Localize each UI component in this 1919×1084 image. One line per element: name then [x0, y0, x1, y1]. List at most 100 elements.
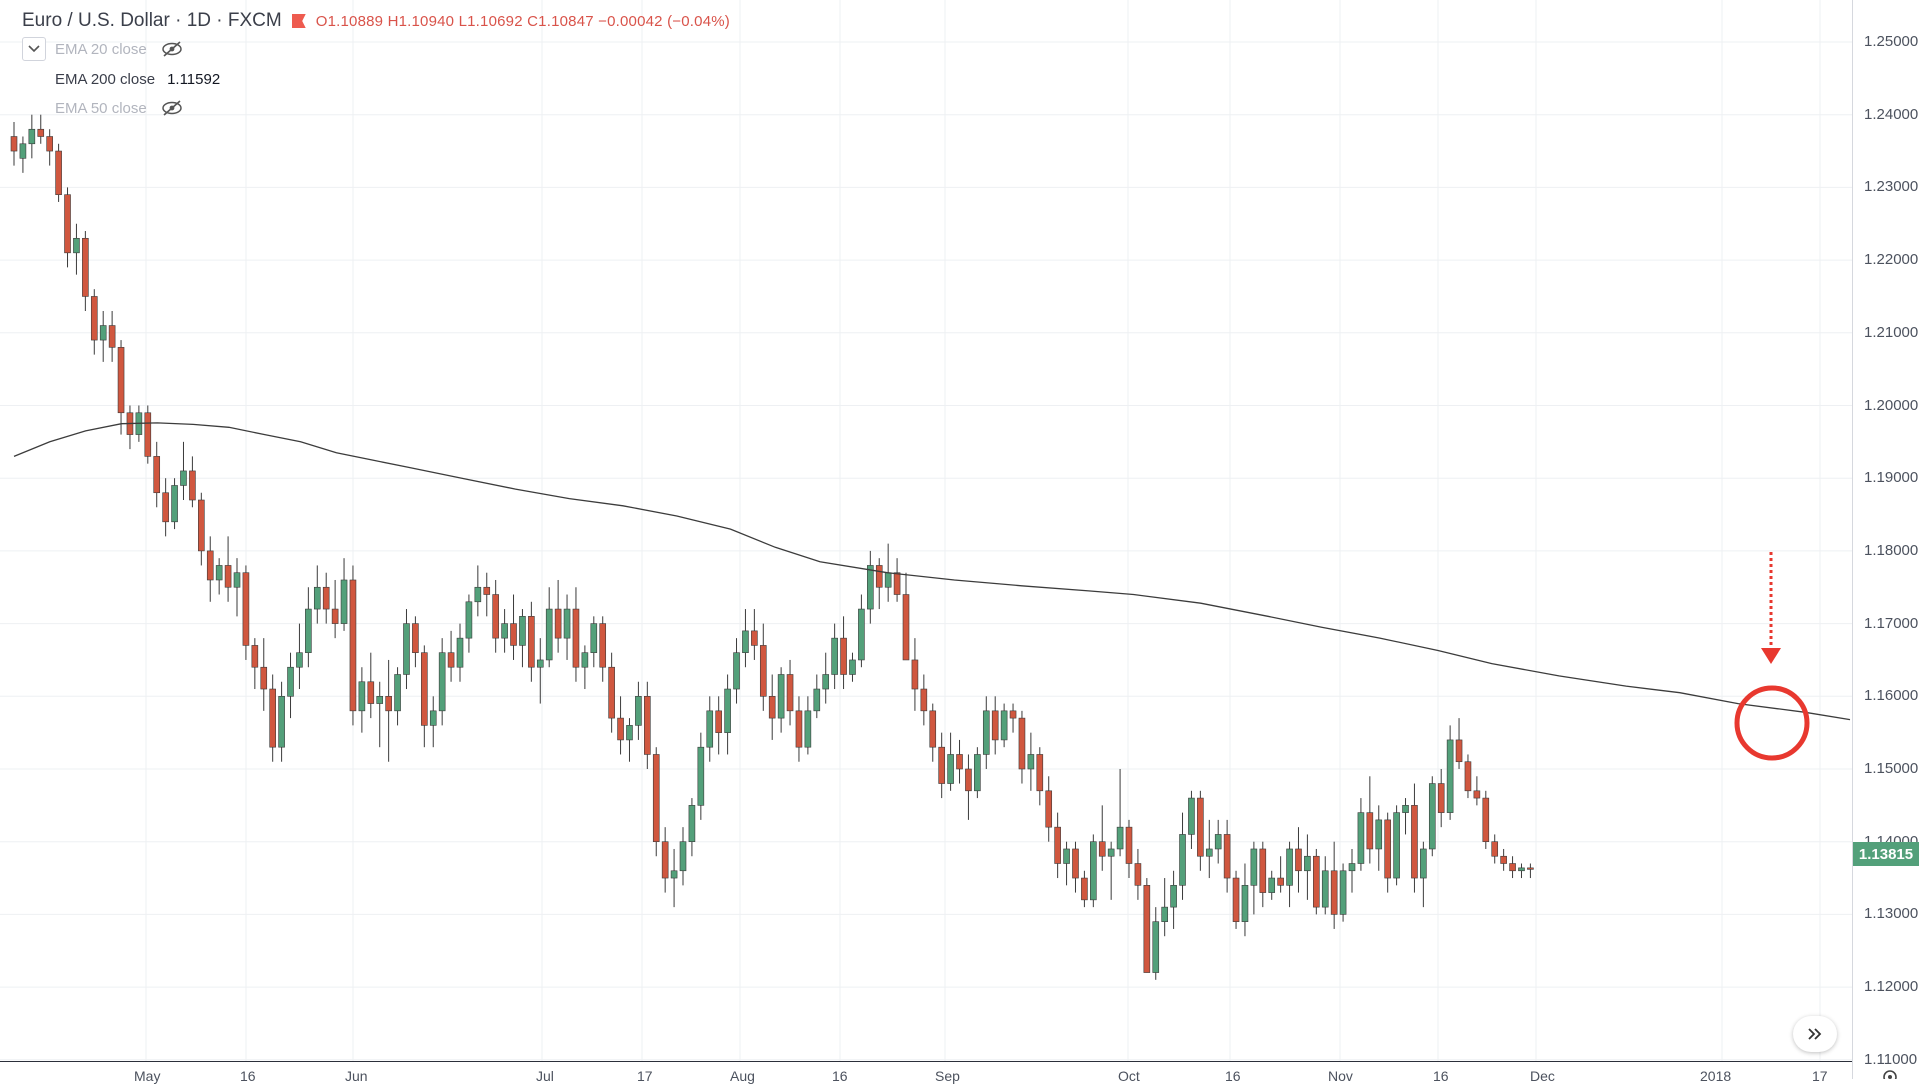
- candle: [1090, 834, 1097, 908]
- candle: [635, 681, 642, 740]
- candle: [1116, 769, 1124, 857]
- candle-body: [679, 841, 687, 872]
- candle-body: [322, 586, 330, 610]
- last-price-label: 1.13815: [1853, 842, 1919, 866]
- time-axis-label: Sep: [935, 1068, 960, 1084]
- candle-body: [108, 325, 116, 348]
- candle: [626, 718, 633, 762]
- candle-body: [1205, 848, 1213, 857]
- candle: [1232, 870, 1240, 929]
- candle: [652, 747, 660, 857]
- candle: [1250, 841, 1258, 915]
- candle: [73, 223, 80, 275]
- candle: [1277, 856, 1284, 893]
- candle-body: [1313, 855, 1320, 908]
- symbol-title[interactable]: Euro / U.S. Dollar · 1D · FXCM: [22, 10, 282, 31]
- candle-body: [465, 601, 473, 639]
- candle: [822, 652, 830, 704]
- price-axis-label: 1.23000: [1864, 178, 1919, 196]
- candle: [1295, 827, 1302, 893]
- candle-body: [875, 565, 883, 588]
- candle: [1241, 863, 1249, 937]
- candle: [661, 827, 669, 893]
- price-axis-label: 1.21000: [1864, 323, 1919, 341]
- indicator-name: EMA 50 close: [55, 99, 147, 117]
- candle: [742, 609, 749, 668]
- gear-icon[interactable]: [1881, 1068, 1899, 1079]
- candle-body: [90, 296, 98, 341]
- candle-body: [974, 754, 981, 792]
- candle: [1339, 863, 1347, 922]
- candle: [581, 645, 589, 690]
- indicator-ema20[interactable]: EMA 20 close: [22, 37, 183, 61]
- candle: [1179, 812, 1186, 900]
- candle-body: [180, 470, 187, 486]
- candle: [340, 558, 348, 631]
- indicator-ema200[interactable]: EMA 200 close 1.11592: [22, 67, 220, 91]
- eye-hidden-icon[interactable]: [161, 41, 183, 57]
- candle-body: [1107, 848, 1115, 857]
- candle-body: [991, 710, 999, 741]
- candle-body: [287, 666, 294, 697]
- candle: [974, 747, 981, 799]
- candle: [1527, 863, 1534, 879]
- candle: [64, 187, 71, 268]
- candle: [563, 594, 571, 660]
- candle: [929, 703, 937, 762]
- candle-body: [340, 579, 348, 624]
- candle-body: [1232, 877, 1240, 922]
- candle-body: [768, 695, 776, 719]
- annotation-circle: [1734, 685, 1810, 761]
- candle: [465, 594, 473, 653]
- candle: [1482, 790, 1490, 849]
- candle-body: [982, 710, 990, 755]
- candle-body: [1125, 826, 1133, 864]
- candle-body: [858, 608, 865, 661]
- candle: [1081, 870, 1088, 908]
- candles: [10, 114, 1534, 980]
- candle: [1393, 805, 1400, 886]
- candle-body: [822, 674, 830, 690]
- candle: [474, 565, 482, 617]
- candle: [599, 616, 607, 682]
- candle: [679, 827, 687, 886]
- candle-body: [1491, 841, 1499, 857]
- candle-body: [1197, 797, 1204, 857]
- candle-body: [55, 150, 62, 195]
- candle: [1304, 834, 1311, 900]
- candle: [965, 754, 972, 820]
- candle: [278, 681, 285, 762]
- candle: [492, 579, 499, 653]
- chevron-down-icon: [28, 45, 40, 53]
- price-axis[interactable]: [1852, 0, 1919, 1079]
- candle-body: [456, 637, 464, 668]
- candle-body: [1090, 841, 1097, 901]
- candle: [1000, 703, 1008, 748]
- eye-hidden-icon[interactable]: [161, 100, 183, 116]
- candle-body: [581, 652, 589, 668]
- candle-body: [644, 695, 651, 755]
- candle: [198, 492, 205, 566]
- candle-body: [99, 325, 107, 341]
- candle: [224, 536, 232, 602]
- candle-body: [795, 710, 803, 748]
- candle-body: [1473, 790, 1481, 799]
- indicator-ema50[interactable]: EMA 50 close: [22, 96, 183, 120]
- scroll-to-realtime-button[interactable]: [1793, 1016, 1837, 1052]
- candle-body: [1170, 885, 1177, 908]
- candle: [144, 405, 152, 464]
- candle: [1152, 907, 1160, 980]
- candle-body: [162, 492, 169, 523]
- candle: [1259, 841, 1267, 908]
- candle: [519, 609, 526, 668]
- collapse-legend-button[interactable]: [22, 37, 46, 61]
- candle: [126, 405, 134, 450]
- candle-body: [501, 623, 508, 639]
- candle: [1464, 754, 1472, 799]
- candle: [19, 136, 27, 173]
- candle-body: [1500, 855, 1507, 864]
- candle-body: [911, 659, 919, 690]
- candle-body: [804, 710, 812, 748]
- candle-body: [751, 630, 758, 646]
